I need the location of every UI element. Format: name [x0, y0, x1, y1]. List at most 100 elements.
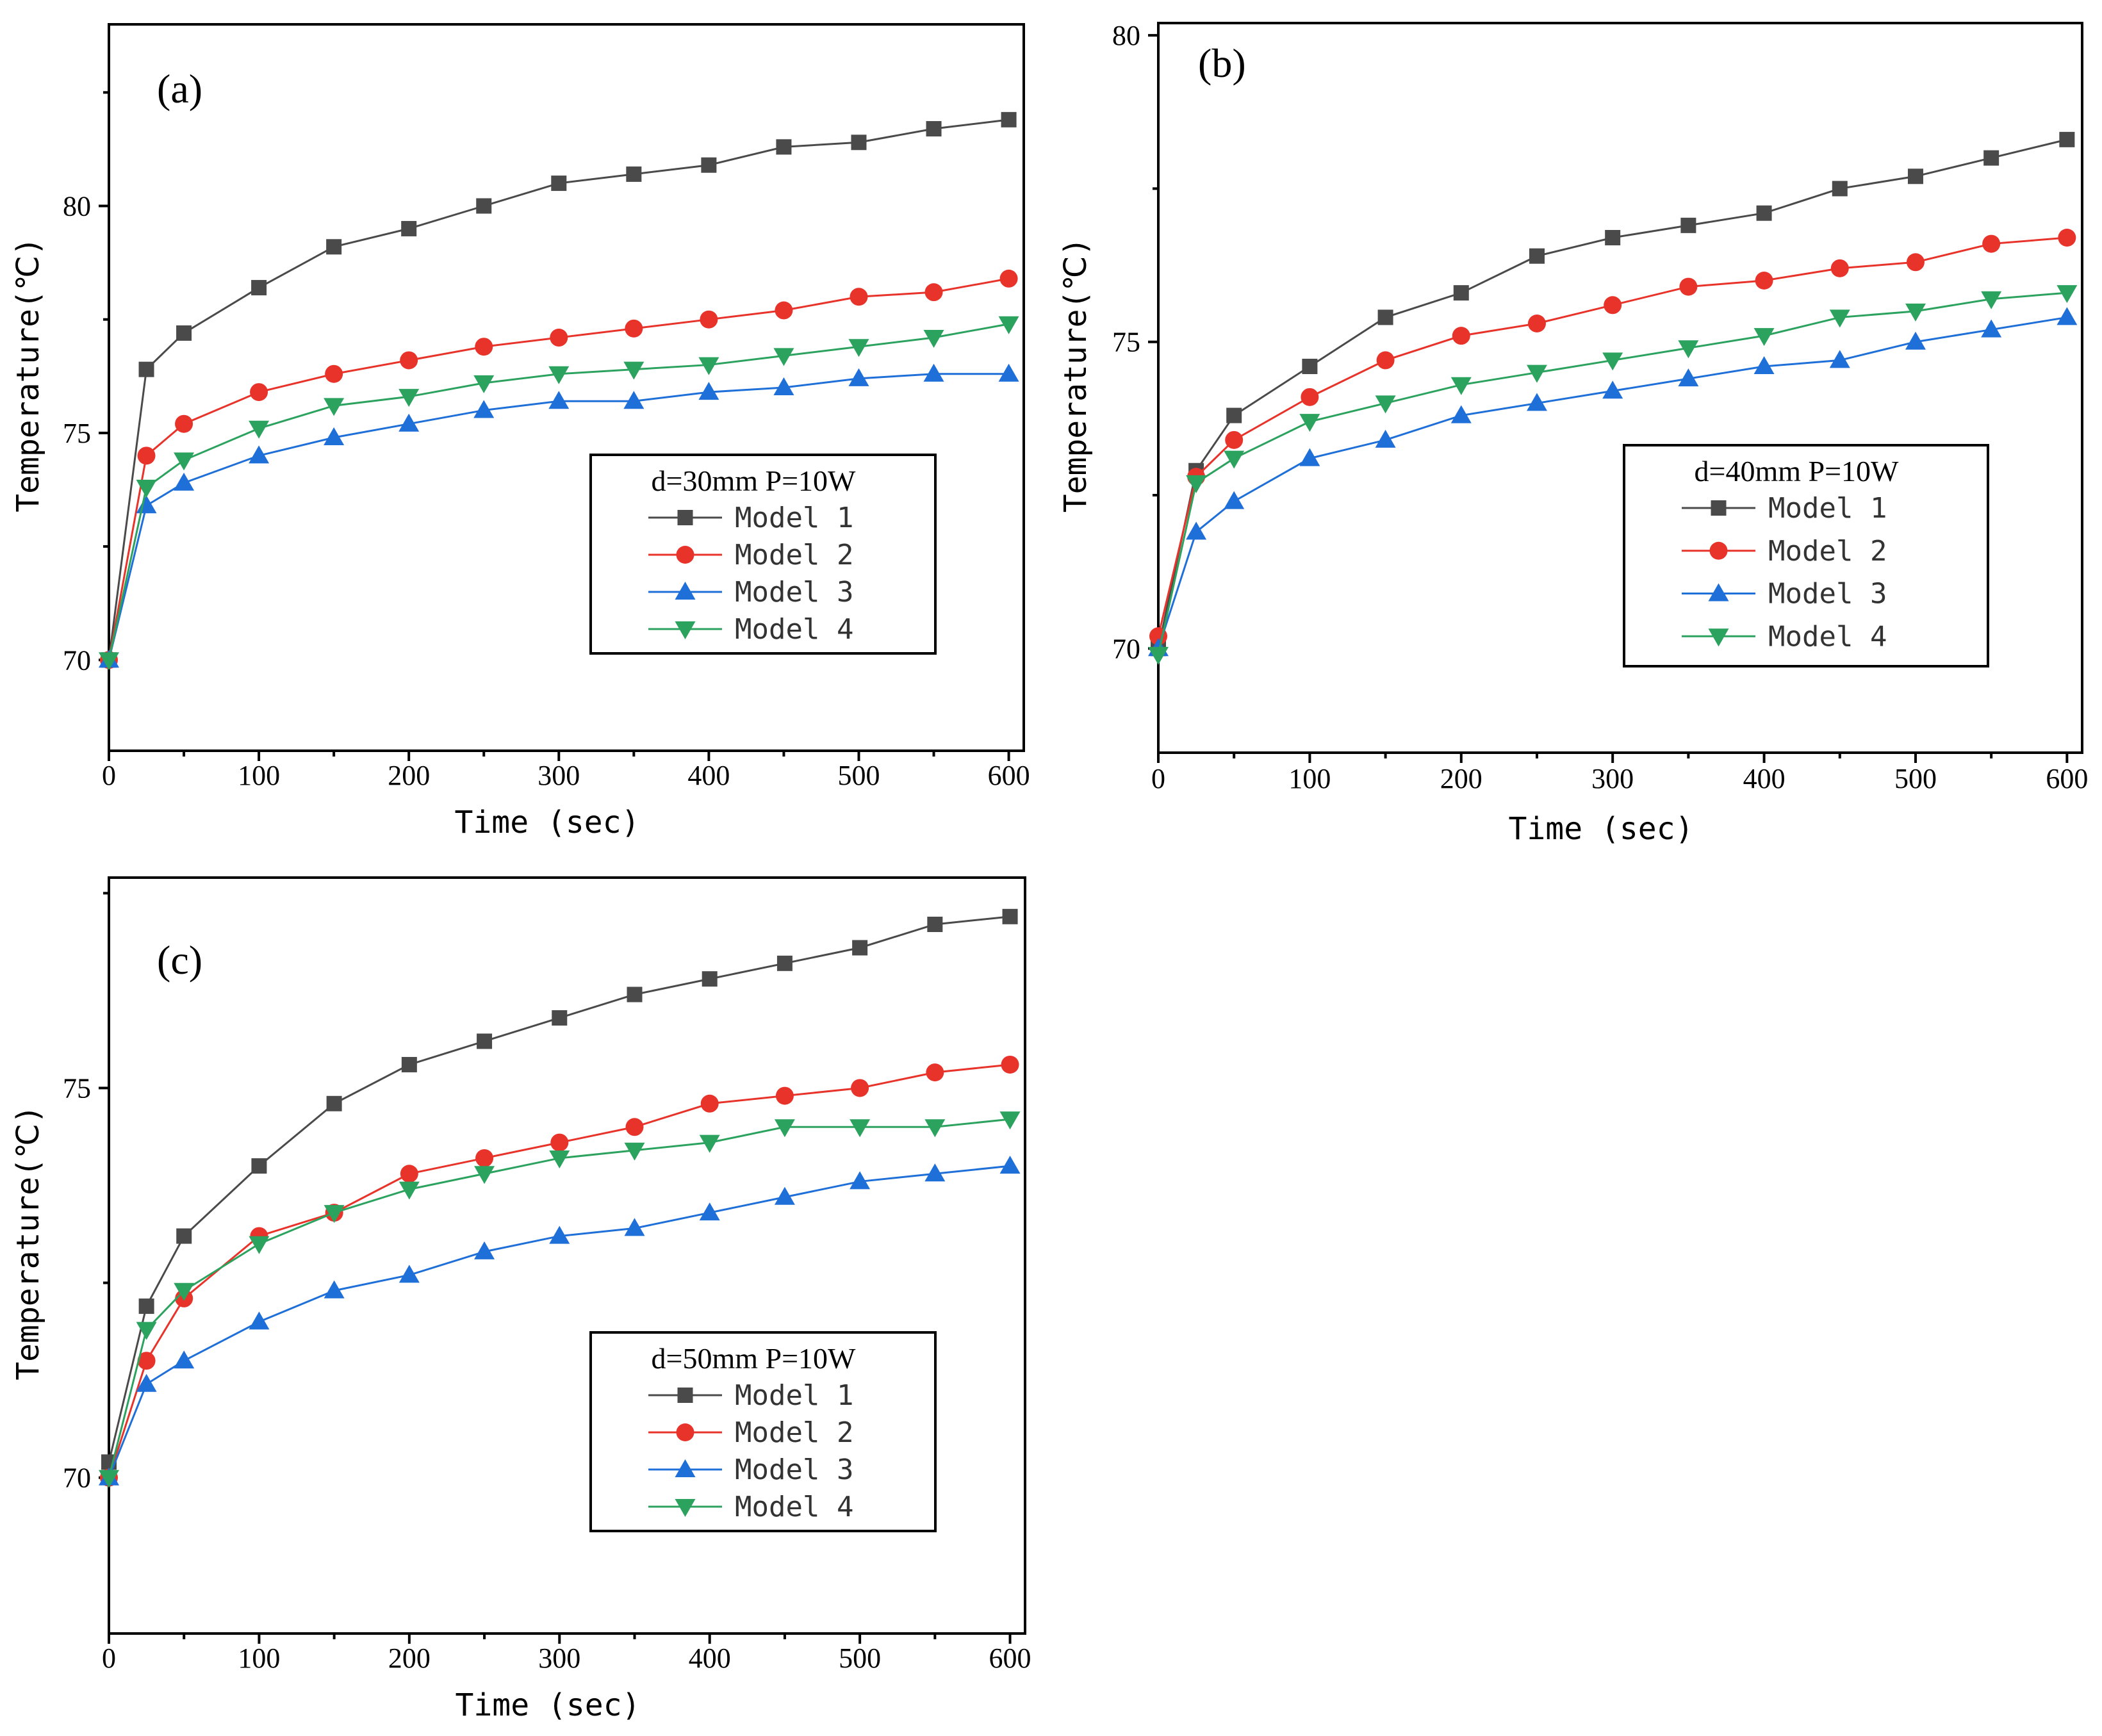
- data-point: [1529, 248, 1545, 264]
- data-point: [625, 1118, 644, 1136]
- data-point: [99, 652, 119, 671]
- series-line: [1157, 236, 2067, 637]
- data-point: [1605, 230, 1621, 245]
- data-point: [475, 1149, 494, 1167]
- data-point: [1680, 217, 1696, 233]
- data-point: [624, 1218, 645, 1236]
- legend: d=30mm P=10W Model 1 Model 2 Model 3 Model 4: [589, 454, 937, 655]
- data-point: [548, 391, 570, 409]
- data-point: [1526, 393, 1547, 411]
- plot-frame: [108, 876, 1026, 1635]
- data-point: [552, 1010, 568, 1026]
- legend-marker: [1708, 628, 1729, 647]
- legend: d=40mm P=10W Model 1 Model 2 Model 3 Model 4: [1623, 444, 1989, 667]
- y-axis-title: Temperature(℃): [1058, 238, 1094, 513]
- data-point: [623, 361, 645, 380]
- data-point: [1452, 327, 1470, 345]
- data-point: [700, 310, 718, 329]
- series-line: [108, 373, 1009, 660]
- data-point: [1224, 491, 1245, 509]
- data-point: [1832, 181, 1848, 197]
- series-line: [108, 277, 1009, 660]
- data-point: [1906, 253, 1925, 272]
- data-point: [398, 389, 420, 407]
- panel-label: (c): [157, 937, 202, 983]
- data-point: [926, 121, 942, 137]
- legend-marker: [675, 1459, 696, 1477]
- data-point: [773, 377, 794, 395]
- legend-marker: [1709, 541, 1728, 560]
- data-point: [927, 916, 943, 932]
- data-point: [923, 330, 944, 348]
- data-point: [176, 325, 192, 341]
- x-tick-label: 200: [388, 1642, 431, 1674]
- legend-marker: [676, 546, 694, 564]
- data-point: [398, 1265, 420, 1283]
- data-point: [1450, 405, 1472, 423]
- data-point: [400, 1165, 418, 1183]
- x-tick-label: 0: [1151, 763, 1165, 794]
- legend-marker: [675, 621, 696, 639]
- data-point: [99, 1470, 119, 1488]
- data-point: [137, 446, 156, 465]
- data-point: [998, 363, 1019, 382]
- series-line: [108, 1118, 1010, 1478]
- series-model-4: [99, 316, 1019, 671]
- x-tick-label: 0: [102, 1642, 116, 1674]
- data-point: [624, 1142, 645, 1161]
- series-line: [108, 323, 1009, 660]
- data-point: [474, 1166, 495, 1184]
- series-line: [108, 915, 1010, 1462]
- data-point: [773, 348, 794, 366]
- chart-panel-c: 0 100 200 300 400 500 600 70 75 Time (sec) Tempera…: [10, 876, 1031, 1723]
- x-tick-label: 100: [238, 760, 280, 791]
- data-point: [924, 1119, 946, 1138]
- y-tick-label: 75: [63, 1072, 91, 1104]
- data-point: [549, 1150, 570, 1168]
- x-tick-label: 100: [238, 1642, 280, 1674]
- data-point: [401, 1056, 417, 1072]
- x-tick-label: 600: [989, 1642, 1031, 1674]
- data-point: [1602, 381, 1623, 399]
- legend-box: [1623, 444, 1989, 667]
- data-point: [138, 361, 154, 377]
- x-tick-label: 400: [1743, 763, 1786, 794]
- data-point: [326, 239, 342, 255]
- data-point: [550, 329, 568, 347]
- data-point: [1526, 364, 1547, 383]
- data-point: [702, 971, 718, 987]
- data-point: [324, 1205, 345, 1224]
- y-tick-label: 75: [63, 418, 91, 449]
- data-point: [249, 445, 270, 464]
- data-point: [475, 338, 493, 356]
- data-point: [776, 955, 792, 971]
- x-axis-title: Time (sec): [456, 1687, 641, 1723]
- data-point: [848, 339, 869, 357]
- data-point: [851, 135, 867, 151]
- data-point: [1299, 414, 1320, 432]
- data-point: [1301, 388, 1319, 406]
- data-point: [776, 139, 792, 155]
- data-point: [1604, 296, 1622, 315]
- data-point: [923, 363, 944, 382]
- data-point: [998, 316, 1019, 334]
- y-axis-title: Temperature(℃): [10, 1105, 46, 1380]
- chart-panel-a: 0 100 200 300 400 500 600 70 75 80 Time (sec) Tempe…: [10, 23, 1030, 840]
- data-point: [698, 357, 719, 375]
- legend-box: [589, 454, 937, 655]
- data-point: [700, 1094, 719, 1113]
- data-point: [2059, 131, 2075, 147]
- data-point: [476, 198, 492, 214]
- panel-label: (b): [1198, 40, 1246, 86]
- x-axis-title: Time (sec): [455, 805, 640, 840]
- series-model-2: [1149, 229, 2076, 646]
- legend-label: Model 2: [735, 539, 853, 571]
- data-point: [1450, 377, 1472, 395]
- data-point: [2057, 307, 2078, 325]
- legend-marker: [1711, 500, 1727, 516]
- data-point: [324, 427, 345, 445]
- x-tick-label: 600: [988, 760, 1030, 791]
- x-tick-label: 200: [1440, 763, 1482, 794]
- series-model-4: [99, 1111, 1021, 1488]
- data-point: [1375, 395, 1396, 414]
